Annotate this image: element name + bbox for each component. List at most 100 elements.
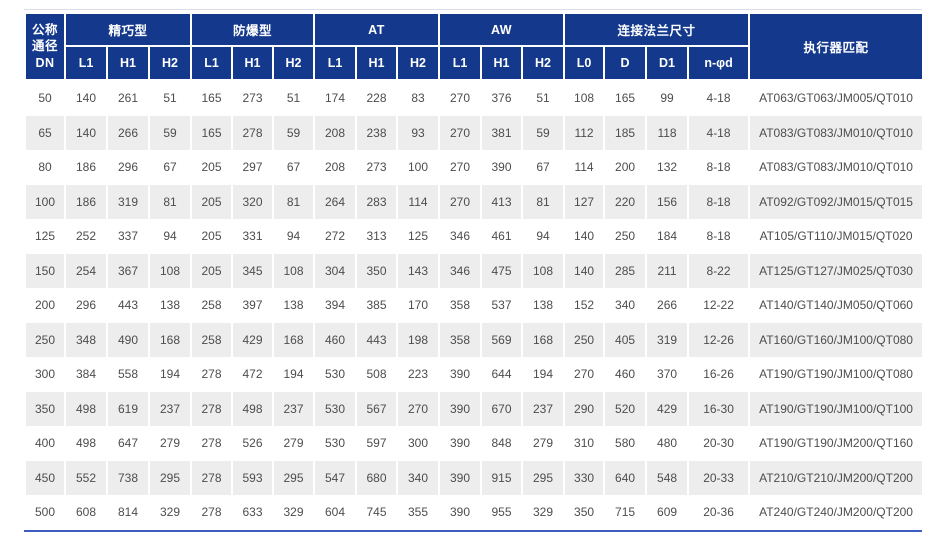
table-cell: 394	[313, 288, 357, 323]
table-cell: 290	[563, 391, 606, 426]
table-row: 50 140 261 51 165 273 51 174 228 83 270 376 51 108 165…	[24, 80, 925, 116]
table-cell: 498	[231, 391, 274, 426]
cell-actuator: AT160/GT160/JM100/QT080	[748, 322, 925, 357]
table-cell: 140	[64, 115, 108, 150]
table-cell: 385	[355, 288, 398, 323]
table-cell: 329	[272, 495, 315, 530]
table-cell: 548	[645, 460, 690, 495]
table-cell: 597	[355, 426, 398, 461]
table-cell: 266	[645, 288, 690, 323]
table-cell: 165	[603, 80, 648, 116]
table-cell: 237	[272, 391, 315, 426]
cell-actuator: AT083/GT083/JM010/QT010	[748, 115, 925, 150]
table-cell: 125	[396, 219, 440, 254]
table-cell: 593	[231, 460, 274, 495]
col-header-compact-h2: H2	[148, 45, 192, 81]
col-header-at-h2: H2	[396, 45, 440, 81]
table-cell: 609	[645, 495, 690, 530]
table-cell: 205	[190, 219, 233, 254]
table-cell: 198	[396, 322, 440, 357]
table-cell: 490	[106, 322, 150, 357]
table-cell: 498	[64, 426, 108, 461]
table-cell: 413	[480, 184, 523, 219]
cell-actuator: AT063/GT063/JM005/QT010	[748, 80, 925, 116]
cell-actuator: AT190/GT190/JM200/QT160	[748, 426, 925, 461]
table-cell: 604	[313, 495, 357, 530]
table-cell: 390	[480, 150, 523, 185]
table-cell: 376	[480, 80, 523, 116]
table-cell: 220	[603, 184, 648, 219]
col-header-explosion-h1: H1	[231, 45, 274, 81]
cell-dn: 200	[24, 288, 66, 323]
table-cell: 319	[645, 322, 690, 357]
table-row: 400 498 647 279 278 526 279 530 597 300 390 848 279 3…	[24, 426, 925, 461]
table-cell: 278	[190, 426, 233, 461]
col-header-aw-l1: L1	[438, 45, 482, 81]
table-cell: 498	[64, 391, 108, 426]
table-row: 150 254 367 108 205 345 108 304 350 143 346 475 108 1…	[24, 253, 925, 288]
table-cell: 140	[563, 219, 606, 254]
table-cell: 569	[480, 322, 523, 357]
table-cell: 237	[148, 391, 192, 426]
table-cell: 83	[396, 80, 440, 116]
table-cell: 381	[480, 115, 523, 150]
table-header: 公称 通径 DN 精巧型 防爆型 AT AW 连接法兰尺寸 执行器匹配 L1 H…	[24, 12, 925, 81]
cell-dn: 65	[24, 115, 66, 150]
cell-actuator: AT083/GT083/JM010/QT010	[748, 150, 925, 185]
table-cell: 367	[106, 253, 150, 288]
table-cell: 270	[396, 391, 440, 426]
table-cell: 331	[231, 219, 274, 254]
table-cell: 12-22	[687, 288, 751, 323]
col-header-explosion-h2: H2	[272, 45, 315, 81]
table-cell: 390	[438, 460, 482, 495]
table-row: 125 252 337 94 205 331 94 272 313 125 346 461 94 140 2…	[24, 219, 925, 254]
table-cell: 270	[438, 184, 482, 219]
table-cell: 94	[272, 219, 315, 254]
table-cell: 297	[231, 150, 274, 185]
col-header-at-l1: L1	[313, 45, 357, 81]
cell-dn: 150	[24, 253, 66, 288]
table-cell: 355	[396, 495, 440, 530]
table-cell: 266	[106, 115, 150, 150]
col-header-aw-h1: H1	[480, 45, 523, 81]
table-cell: 200	[603, 150, 648, 185]
table-cell: 633	[231, 495, 274, 530]
table-cell: 310	[563, 426, 606, 461]
table-cell: 397	[231, 288, 274, 323]
table-cell: 640	[603, 460, 648, 495]
col-header-compact-l1: L1	[64, 45, 108, 81]
table-cell: 443	[106, 288, 150, 323]
col-header-flange-l0: L0	[563, 45, 606, 81]
table-cell: 67	[520, 150, 566, 185]
table-cell: 279	[148, 426, 192, 461]
table-cell: 67	[148, 150, 192, 185]
table-cell: 168	[520, 322, 566, 357]
table-cell: 320	[231, 184, 274, 219]
table-cell: 250	[563, 322, 606, 357]
table-cell: 329	[520, 495, 566, 530]
table-cell: 67	[272, 150, 315, 185]
table-cell: 156	[645, 184, 690, 219]
table-cell: 279	[520, 426, 566, 461]
table-cell: 278	[190, 495, 233, 530]
table-cell: 252	[64, 219, 108, 254]
table-cell: 270	[438, 115, 482, 150]
cell-dn: 450	[24, 460, 66, 495]
table-cell: 205	[190, 253, 233, 288]
cell-actuator: AT190/GT190/JM100/QT100	[748, 391, 925, 426]
table-cell: 537	[480, 288, 523, 323]
table-cell: 278	[190, 391, 233, 426]
table-cell: 59	[520, 115, 566, 150]
table-cell: 345	[231, 253, 274, 288]
table-cell: 443	[355, 322, 398, 357]
table-cell: 4-18	[687, 80, 751, 116]
table-row: 100 186 319 81 205 320 81 264 283 114 270 413 81 127 2…	[24, 184, 925, 219]
table-cell: 330	[563, 460, 606, 495]
table-cell: 20-36	[687, 495, 751, 530]
table-row: 300 384 558 194 278 472 194 530 508 223 390 644 194 2…	[24, 357, 925, 392]
table-cell: 552	[64, 460, 108, 495]
table-cell: 460	[603, 357, 648, 392]
col-group-aw: AW	[437, 12, 566, 47]
table-cell: 390	[438, 495, 482, 530]
